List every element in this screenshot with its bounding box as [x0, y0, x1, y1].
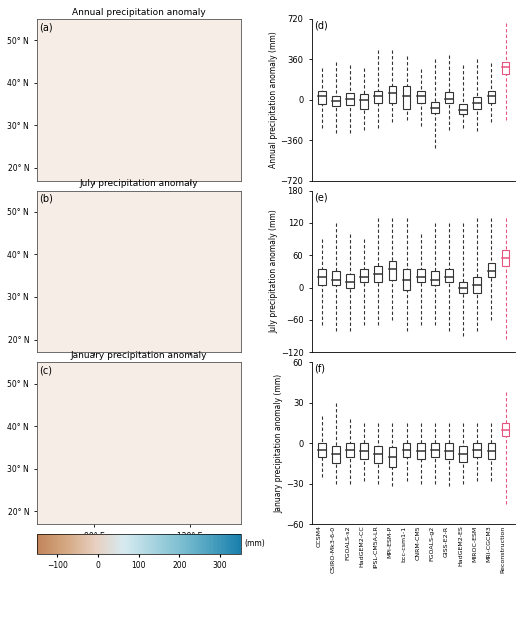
FancyBboxPatch shape — [375, 266, 382, 282]
FancyBboxPatch shape — [473, 443, 481, 457]
Title: January precipitation anomaly: January precipitation anomaly — [70, 351, 207, 360]
FancyBboxPatch shape — [375, 446, 382, 464]
FancyBboxPatch shape — [403, 86, 410, 109]
FancyBboxPatch shape — [389, 260, 396, 279]
FancyBboxPatch shape — [346, 443, 354, 457]
FancyBboxPatch shape — [502, 423, 510, 437]
FancyBboxPatch shape — [445, 92, 453, 103]
FancyBboxPatch shape — [360, 443, 368, 459]
FancyBboxPatch shape — [389, 86, 396, 103]
FancyBboxPatch shape — [488, 264, 495, 277]
FancyBboxPatch shape — [502, 62, 510, 74]
FancyBboxPatch shape — [473, 97, 481, 109]
FancyBboxPatch shape — [459, 104, 467, 114]
FancyBboxPatch shape — [417, 91, 424, 103]
FancyBboxPatch shape — [318, 269, 326, 285]
Text: (d): (d) — [314, 21, 328, 30]
FancyBboxPatch shape — [431, 272, 439, 285]
FancyBboxPatch shape — [445, 443, 453, 459]
FancyBboxPatch shape — [431, 102, 439, 113]
FancyBboxPatch shape — [488, 91, 495, 103]
Y-axis label: January precipitation anomaly (mm): January precipitation anomaly (mm) — [274, 374, 283, 513]
FancyBboxPatch shape — [389, 447, 396, 467]
FancyBboxPatch shape — [431, 443, 439, 457]
Y-axis label: July precipitation anomaly (mm): July precipitation anomaly (mm) — [269, 209, 278, 333]
Title: July precipitation anomaly: July precipitation anomaly — [79, 179, 198, 189]
FancyBboxPatch shape — [473, 277, 481, 293]
FancyBboxPatch shape — [332, 96, 340, 106]
Text: (c): (c) — [39, 365, 52, 376]
FancyBboxPatch shape — [375, 91, 382, 103]
FancyBboxPatch shape — [488, 443, 495, 459]
FancyBboxPatch shape — [360, 269, 368, 282]
FancyBboxPatch shape — [403, 443, 410, 457]
Text: (e): (e) — [314, 192, 328, 203]
FancyBboxPatch shape — [318, 443, 326, 457]
Text: (f): (f) — [314, 364, 325, 374]
FancyBboxPatch shape — [502, 250, 510, 266]
Title: Annual precipitation anomaly: Annual precipitation anomaly — [72, 8, 206, 17]
FancyBboxPatch shape — [459, 446, 467, 462]
FancyBboxPatch shape — [318, 91, 326, 104]
FancyBboxPatch shape — [360, 94, 368, 109]
FancyBboxPatch shape — [346, 93, 354, 105]
Text: (a): (a) — [39, 22, 53, 32]
Text: (mm): (mm) — [245, 539, 265, 548]
FancyBboxPatch shape — [459, 282, 467, 293]
FancyBboxPatch shape — [417, 269, 424, 282]
FancyBboxPatch shape — [417, 443, 424, 459]
Y-axis label: Annual precipitation anomaly (mm): Annual precipitation anomaly (mm) — [269, 31, 278, 168]
FancyBboxPatch shape — [445, 269, 453, 282]
FancyBboxPatch shape — [332, 272, 340, 285]
Text: (b): (b) — [39, 194, 53, 204]
FancyBboxPatch shape — [403, 269, 410, 291]
FancyBboxPatch shape — [332, 446, 340, 464]
FancyBboxPatch shape — [346, 274, 354, 287]
